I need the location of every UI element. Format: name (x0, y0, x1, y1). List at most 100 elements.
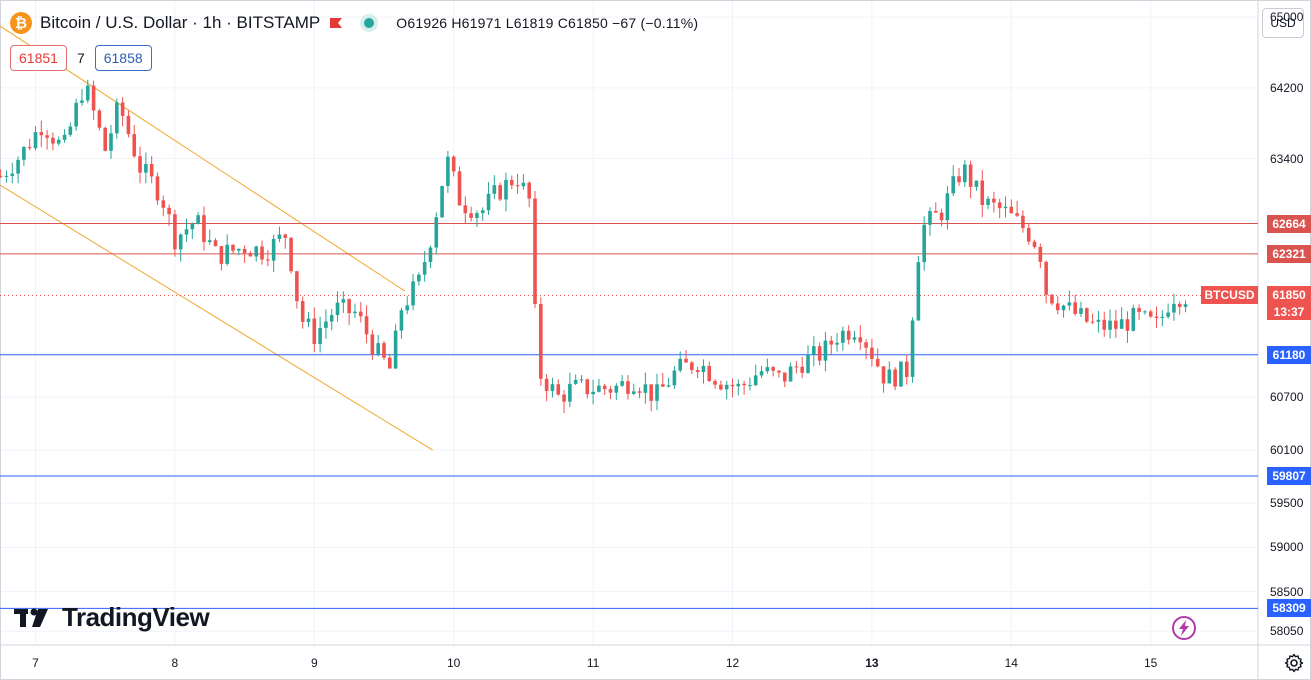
candle-body (1021, 215, 1025, 228)
candle-body (1154, 316, 1159, 319)
tradingview-logo-icon (14, 608, 48, 627)
symbol-tag: BTCUSD (1201, 286, 1258, 305)
candle-body (544, 378, 549, 392)
candle-body (68, 126, 73, 135)
price-tick-label: 59000 (1270, 540, 1304, 555)
candle-body (173, 214, 177, 250)
candle-body (155, 176, 160, 201)
candle-body (399, 310, 404, 331)
candle-body (1166, 312, 1170, 317)
candle-body (417, 274, 421, 282)
candle-body (945, 193, 950, 221)
time-tick-label: 14 (1004, 656, 1018, 670)
candle-body (730, 384, 735, 387)
candle-body (457, 171, 462, 206)
candle-body (637, 391, 642, 393)
time-tick-label: 12 (725, 656, 740, 670)
time-tick-label: 11 (586, 656, 600, 670)
candle-body (1061, 305, 1066, 311)
candle-body (829, 340, 834, 345)
bitcoin-icon: ₿ (10, 12, 32, 34)
candle-body (324, 321, 328, 328)
candle-body (1160, 316, 1165, 319)
candle-body (266, 259, 270, 261)
candle-body (167, 207, 171, 215)
candle-body (382, 343, 386, 358)
candle-body (817, 346, 822, 361)
candle-body (573, 379, 578, 384)
time-tick-label: 13 (865, 656, 879, 670)
time-tick-label: 10 (447, 656, 461, 670)
currency-button[interactable]: USD (1262, 8, 1304, 38)
candle-body (521, 182, 526, 187)
candle-body (765, 367, 770, 372)
price-tick-label: 58050 (1270, 624, 1304, 639)
candle-body (1038, 246, 1043, 262)
candle-body (759, 371, 764, 376)
candle-body (614, 385, 619, 393)
candle-body (980, 180, 985, 206)
candle-body (16, 159, 20, 174)
flag-icon[interactable] (328, 17, 344, 29)
candle-body (777, 370, 781, 373)
candle-body (922, 224, 926, 263)
candle-body (39, 132, 44, 136)
candle-body (782, 372, 787, 382)
candle-body (312, 318, 317, 344)
candle-body (196, 215, 200, 225)
candle-body (649, 384, 653, 401)
candle-body (690, 362, 694, 371)
candle-body (80, 100, 84, 103)
candle-body (1026, 227, 1031, 242)
candle-body (271, 238, 276, 261)
candle-body (376, 343, 380, 355)
candle-body (144, 163, 148, 173)
settings-gear-icon[interactable] (1284, 653, 1304, 673)
candle-body (684, 358, 688, 363)
candle-body (1114, 320, 1118, 329)
symbol-title[interactable]: Bitcoin / U.S. Dollar · 1h · BITSTAMP (40, 13, 321, 32)
candle-body (550, 384, 555, 392)
candle-body (626, 381, 630, 394)
candle-body (974, 180, 979, 187)
candle-body (957, 176, 961, 183)
buy-price-button[interactable]: 61858 (94, 45, 152, 71)
candle-body (753, 375, 758, 386)
candle-body (1119, 319, 1124, 329)
candle-body (393, 330, 398, 369)
candle-body (533, 198, 537, 305)
candle-body (480, 210, 485, 214)
candle-body (562, 394, 566, 402)
candle-body (1108, 320, 1112, 330)
sell-price-button[interactable]: 61851 (10, 45, 67, 71)
candle-body (539, 304, 543, 379)
price-tag-support-58309: 58309 (1267, 599, 1311, 618)
candle-body (10, 173, 15, 176)
time-tick-label: 15 (1144, 656, 1158, 670)
candle-body (27, 147, 32, 149)
candle-body (1131, 307, 1136, 331)
candle-body (643, 384, 648, 393)
candle-body (602, 385, 607, 390)
countdown-tag: 13:37 (1267, 304, 1311, 321)
candle-body (939, 212, 944, 221)
candle-body (405, 305, 410, 311)
candle-body (707, 365, 712, 382)
candle-body (655, 384, 659, 401)
symbol-header: ₿ Bitcoin / U.S. Dollar · 1h · BITSTAMP … (10, 10, 698, 36)
tradingview-logo: TradingView (14, 602, 210, 633)
candle-body (388, 357, 392, 369)
candle-body (62, 134, 67, 140)
candle-body (1183, 304, 1188, 307)
candle-body (178, 234, 183, 250)
candle-body (370, 334, 375, 355)
candle-body (841, 330, 845, 343)
candle-body (22, 147, 26, 160)
candle-body (283, 234, 288, 238)
candle-body (434, 217, 439, 248)
candle-body (951, 176, 956, 194)
lightning-icon[interactable] (1171, 615, 1197, 641)
candle-body (1073, 302, 1077, 314)
